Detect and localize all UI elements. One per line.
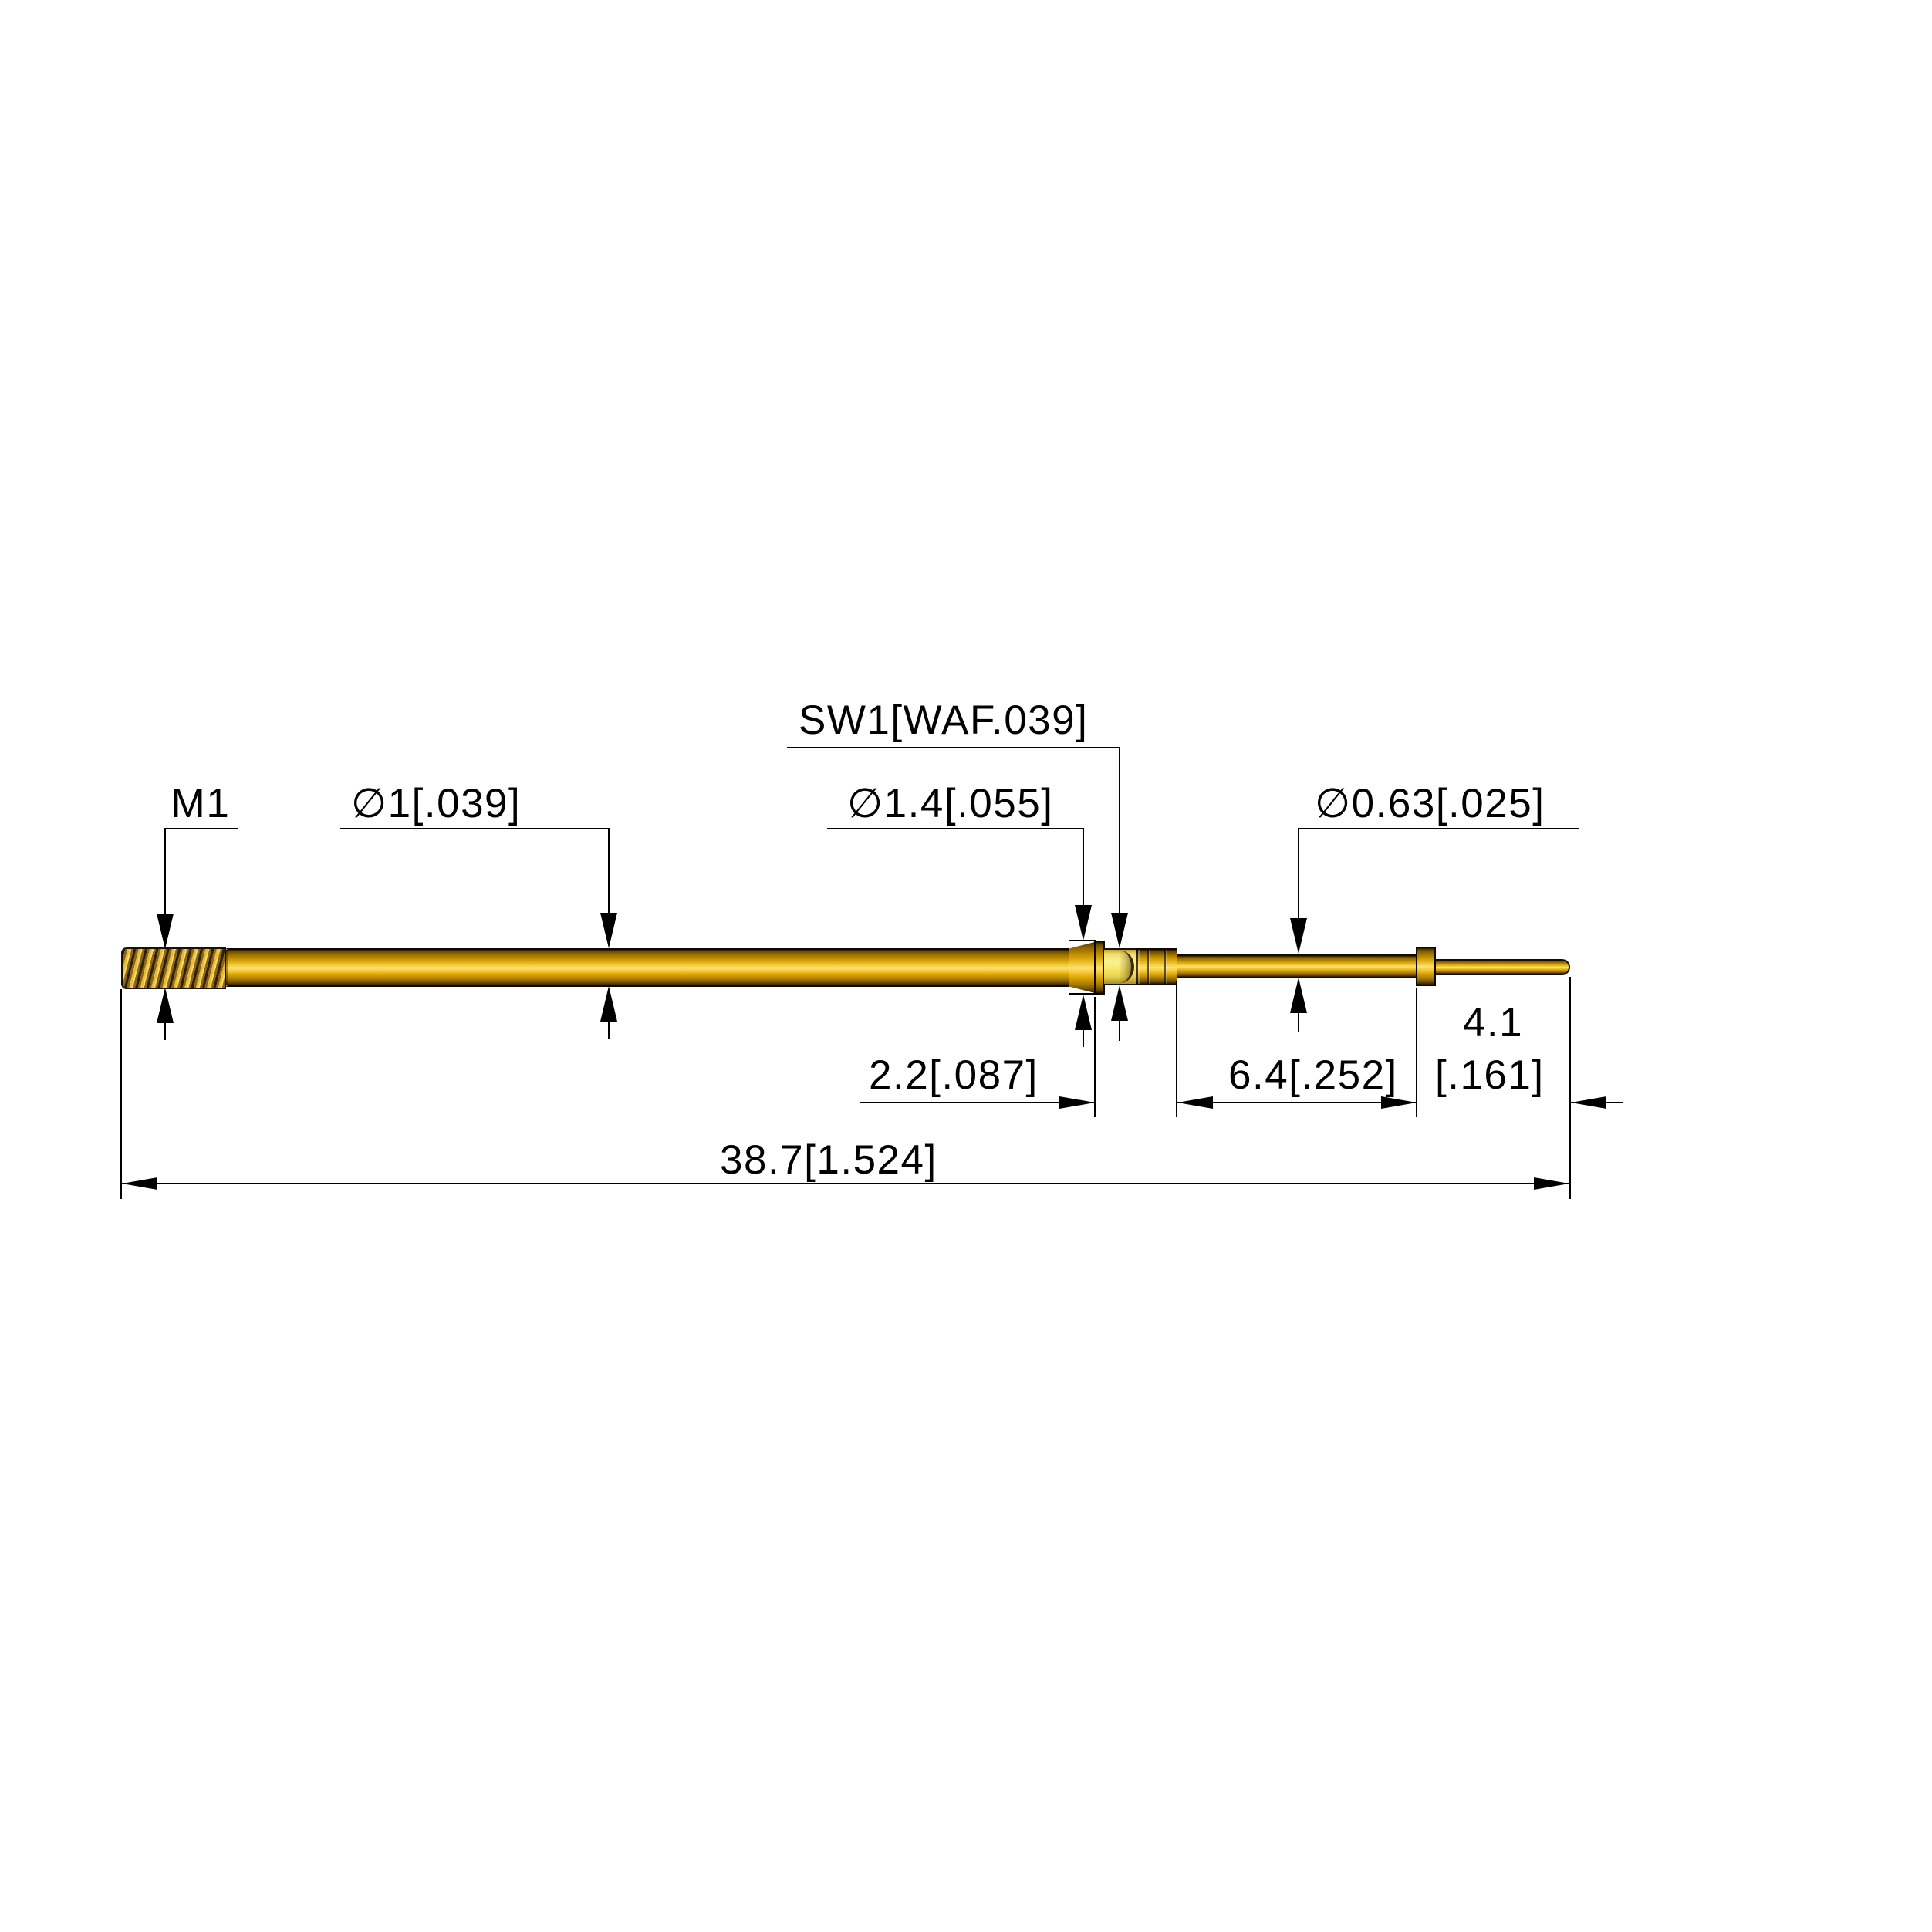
tip-collar	[1416, 947, 1436, 986]
arrow-up-m1	[157, 988, 174, 1023]
flange-bottom-tick	[1069, 993, 1099, 995]
arrow-tail-dia14	[1083, 1030, 1084, 1047]
tip-length-label-mm: 4.1	[1462, 1000, 1524, 1045]
tip-length-label-inch: [.161]	[1435, 1052, 1545, 1098]
leader-line-m1	[164, 828, 166, 914]
dim-arrow-overall-left	[122, 1177, 157, 1190]
dim-arrow-4-1-left	[1571, 1096, 1606, 1109]
arrow-down-dia063	[1290, 918, 1307, 954]
dim-arrow-6-4-left	[1177, 1096, 1213, 1109]
thread-section-m1	[121, 947, 226, 989]
hex-wrench-label: SW1[WAF.039]	[799, 697, 1089, 743]
hex-length-label: 2.2[.087]	[869, 1052, 1039, 1098]
leader-line-dia14	[1083, 828, 1084, 906]
dimension-line-2-2	[860, 1102, 1095, 1103]
leader-underline-dia063	[1298, 828, 1579, 829]
arrow-down-m1	[157, 914, 174, 949]
arrow-tail-dia1	[608, 1022, 610, 1039]
leader-underline-m1	[164, 828, 238, 829]
thread-label: M1	[171, 781, 231, 826]
extension-line-left-end	[120, 989, 122, 1199]
dim-arrow-6-4-right	[1381, 1096, 1417, 1109]
rod-section	[1177, 954, 1417, 978]
flange-ring	[1094, 941, 1105, 995]
barrel-section	[226, 948, 1069, 987]
rod-diameter-label: ∅0.63[.025]	[1315, 781, 1545, 826]
barrel-diameter-label: ∅1[.039]	[351, 781, 522, 826]
tip-plunger	[1436, 959, 1570, 975]
leader-line-dia063	[1298, 828, 1299, 919]
leader-underline-sw1	[787, 747, 1120, 748]
extension-line-rod-start	[1176, 981, 1177, 1117]
arrow-tail-sw1	[1119, 1021, 1120, 1041]
hex-wrench-flats	[1104, 948, 1136, 985]
leader-line-sw1	[1119, 747, 1120, 914]
arrow-up-sw1	[1111, 985, 1128, 1021]
overall-length-label: 38.7[1.524]	[720, 1137, 937, 1183]
arrow-tail-dia063	[1298, 1013, 1299, 1032]
arrow-up-dia14	[1075, 995, 1092, 1030]
leader-underline-dia14	[827, 828, 1084, 829]
hex-face-curve	[1119, 951, 1134, 983]
dimension-line-overall	[121, 1183, 1570, 1184]
taper-cone	[1069, 942, 1095, 993]
leader-underline-dia1	[340, 828, 610, 829]
arrow-tail-m1	[164, 1023, 166, 1040]
dim-arrow-overall-right	[1534, 1177, 1569, 1190]
extension-line-collar	[1416, 988, 1417, 1117]
flange-top-tick	[1069, 940, 1096, 941]
arrow-down-dia1	[600, 913, 617, 948]
dimension-line-6-4	[1177, 1102, 1417, 1103]
arrow-down-dia14	[1075, 905, 1092, 941]
arrow-up-dia1	[600, 986, 617, 1022]
leader-line-dia1	[608, 828, 610, 914]
arrow-down-sw1	[1111, 913, 1128, 948]
retaining-grooves	[1136, 948, 1177, 985]
extension-line-flange	[1094, 997, 1096, 1117]
rod-length-label: 6.4[.252]	[1228, 1052, 1398, 1098]
extension-line-right-end	[1569, 977, 1571, 1199]
arrow-up-dia063	[1290, 978, 1307, 1013]
flange-diameter-label: ∅1.4[.055]	[847, 781, 1054, 826]
dim-arrow-2-2-right	[1059, 1096, 1095, 1109]
